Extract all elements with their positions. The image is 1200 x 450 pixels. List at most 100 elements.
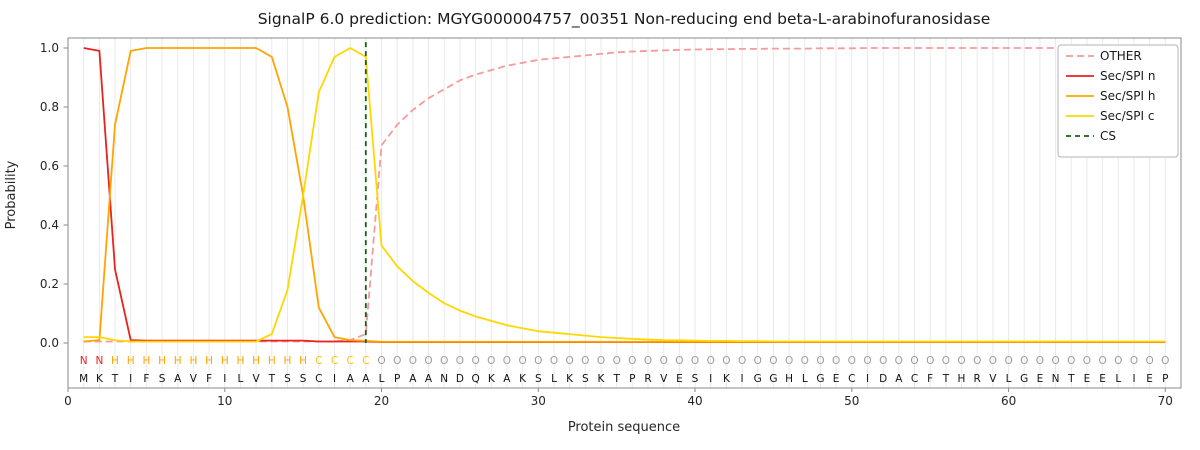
residue-letter: S <box>300 373 307 385</box>
residue-letter: I <box>333 373 336 385</box>
y-tick-label: 0.8 <box>40 100 59 114</box>
region-label: O <box>738 355 746 367</box>
series-lines <box>83 47 1166 344</box>
region-label: C <box>315 355 322 367</box>
region-label: O <box>769 355 777 367</box>
region-label: O <box>722 355 730 367</box>
region-label: O <box>518 355 526 367</box>
residue-letter: P <box>629 373 635 385</box>
legend-entry-sec-spi-n: Sec/SPI n <box>1066 69 1155 83</box>
residue-letter: S <box>582 373 589 385</box>
x-axis-ticks: 0 10 20 30 40 50 60 70 <box>64 388 1173 408</box>
region-label: O <box>1004 355 1012 367</box>
residue-letter: P <box>1162 373 1168 385</box>
region-label: O <box>550 355 558 367</box>
region-label: O <box>660 355 668 367</box>
legend-entry-sec-spi-h: Sec/SPI h <box>1066 89 1155 103</box>
x-tick-label: 50 <box>844 394 859 408</box>
region-label: H <box>205 355 213 367</box>
region-label: O <box>471 355 479 367</box>
region-label: O <box>597 355 605 367</box>
residue-letter: G <box>754 373 762 385</box>
grid-lines <box>83 38 1166 388</box>
series-line-sec-spi-h <box>83 47 1166 343</box>
region-label: O <box>801 355 809 367</box>
residue-letter: S <box>284 373 291 385</box>
y-tick-label: 0.6 <box>40 159 59 173</box>
residue-letter: A <box>409 373 417 385</box>
series-line-sec-spi-c <box>83 47 1166 343</box>
region-label: O <box>534 355 542 367</box>
region-label: H <box>158 355 166 367</box>
residue-letter: R <box>644 373 651 385</box>
residue-letter: E <box>1099 373 1106 385</box>
y-axis-ticks: 0.0 0.2 0.4 0.6 0.8 1.0 <box>40 41 68 350</box>
y-tick-label: 0.0 <box>40 336 59 350</box>
residue-letter: A <box>347 373 355 385</box>
region-label: H <box>268 355 276 367</box>
region-label: O <box>848 355 856 367</box>
y-axis-label: Probability <box>4 160 19 229</box>
region-label: O <box>832 355 840 367</box>
legend-entry-sec-spi-c: Sec/SPI c <box>1066 109 1154 123</box>
residue-letter: G <box>1020 373 1028 385</box>
region-label: O <box>926 355 934 367</box>
region-label: O <box>1161 355 1169 367</box>
legend-entry-other: OTHER <box>1066 49 1142 63</box>
region-label: O <box>613 355 621 367</box>
y-tick-label: 1.0 <box>40 41 59 55</box>
region-label: O <box>1114 355 1122 367</box>
plot-frame <box>67 37 1182 389</box>
region-label: O <box>863 355 871 367</box>
x-tick-label: 10 <box>217 394 232 408</box>
residue-letter: K <box>96 373 104 385</box>
residue-letter: T <box>1067 373 1075 385</box>
residue-letter: E <box>1084 373 1091 385</box>
residue-letter: T <box>612 373 620 385</box>
residue-letter: N <box>440 373 448 385</box>
x-tick-label: 20 <box>374 394 389 408</box>
region-label: O <box>393 355 401 367</box>
region-label: O <box>754 355 762 367</box>
residue-letter: H <box>785 373 793 385</box>
residue-letter: V <box>989 373 997 385</box>
residue-letter: K <box>488 373 496 385</box>
region-label: O <box>1098 355 1106 367</box>
region-label: O <box>644 355 652 367</box>
region-label: H <box>174 355 182 367</box>
x-tick-label: 40 <box>687 394 702 408</box>
y-tick-label: 0.2 <box>40 277 59 291</box>
residue-letter: A <box>503 373 511 385</box>
residue-letter: L <box>802 373 808 385</box>
residue-letter: I <box>1132 373 1135 385</box>
region-label: N <box>80 355 88 367</box>
legend-label: Sec/SPI c <box>1100 109 1154 123</box>
x-tick-label: 0 <box>64 394 72 408</box>
residue-letter: C <box>848 373 855 385</box>
residue-letter: I <box>741 373 744 385</box>
region-label: N <box>95 355 103 367</box>
region-label: O <box>581 355 589 367</box>
region-label: O <box>816 355 824 367</box>
region-label: O <box>989 355 997 367</box>
region-label: O <box>456 355 464 367</box>
region-label: H <box>221 355 229 367</box>
region-label: O <box>440 355 448 367</box>
region-label: O <box>910 355 918 367</box>
region-label: H <box>252 355 260 367</box>
residue-letter: I <box>709 373 712 385</box>
region-label: O <box>785 355 793 367</box>
residue-letter: E <box>1146 373 1153 385</box>
residue-letter: E <box>1037 373 1044 385</box>
region-label: O <box>895 355 903 367</box>
residue-letter: E <box>833 373 840 385</box>
y-tick-label: 0.4 <box>40 218 59 232</box>
residue-letter: D <box>879 373 887 385</box>
region-label: O <box>628 355 636 367</box>
legend: OTHER Sec/SPI n Sec/SPI h Sec/SPI c CS <box>1057 44 1179 158</box>
region-label: H <box>299 355 307 367</box>
residue-letter: M <box>79 373 88 385</box>
